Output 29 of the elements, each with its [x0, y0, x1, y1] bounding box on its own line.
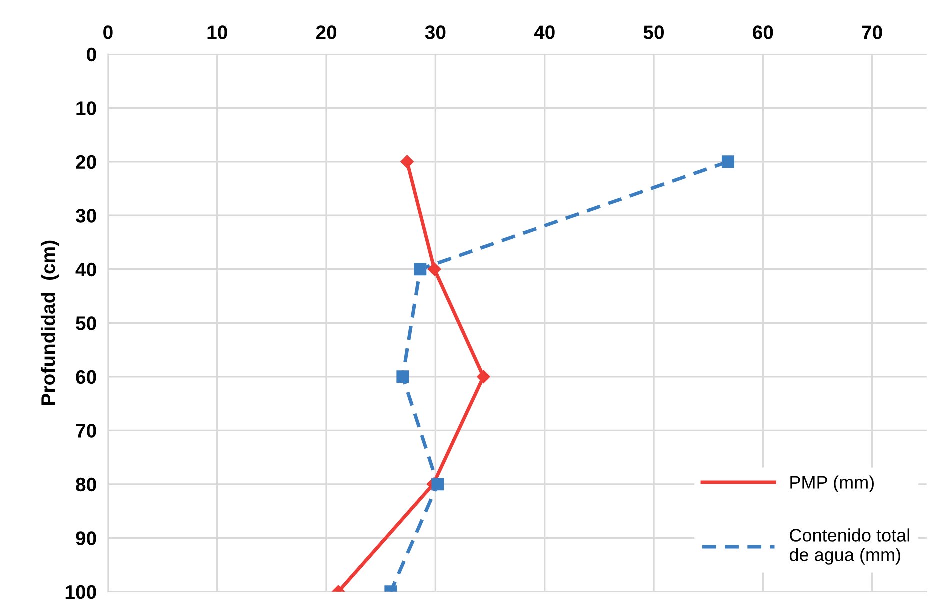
y-axis-title: Profundidad (cm) — [40, 240, 60, 406]
y-tick-label: 70 — [76, 424, 96, 438]
y-tick-label: 0 — [87, 48, 96, 62]
legend-label: Contenido total de agua (mm) — [790, 528, 910, 565]
y-tick-label: 60 — [76, 370, 96, 384]
x-tick-label: 20 — [316, 26, 337, 40]
x-tick-label: 30 — [425, 26, 446, 40]
y-tick-label: 90 — [76, 532, 96, 546]
y-tick-label: 80 — [76, 478, 96, 492]
point — [722, 156, 734, 168]
point — [396, 370, 410, 384]
y-tick-label: 20 — [76, 155, 96, 170]
legend-label: PMP (mm) — [790, 476, 874, 493]
point — [414, 263, 427, 276]
x-tick-label: 0 — [104, 26, 113, 40]
point — [432, 478, 444, 491]
point — [477, 370, 490, 384]
y-tick-label: 50 — [76, 316, 96, 330]
point — [400, 155, 414, 168]
x-tick-label: 60 — [753, 26, 774, 40]
x-tick-label: 50 — [644, 26, 664, 40]
y-tick-label: 40 — [76, 262, 96, 277]
y-tick-label: 30 — [76, 209, 96, 223]
x-tick-label: 70 — [862, 26, 882, 40]
y-tick-label: 10 — [76, 102, 96, 116]
y-tick-label: 100 — [66, 585, 96, 600]
point — [428, 262, 442, 276]
x-tick-label: 40 — [534, 26, 555, 40]
x-tick-label: 10 — [208, 26, 228, 40]
